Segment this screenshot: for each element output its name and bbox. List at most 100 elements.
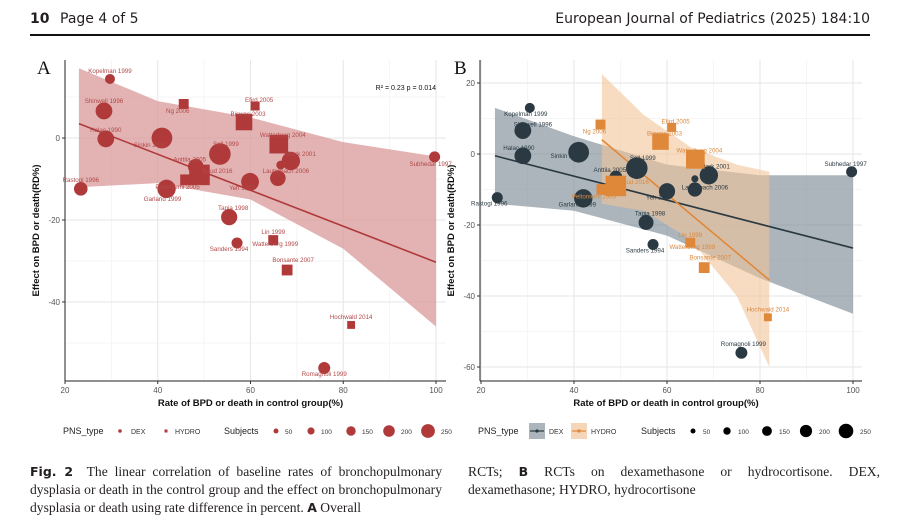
figure-caption-right: RCTs; B RCTs on dexamethasone or hydroco…	[468, 463, 880, 499]
page-number: 10	[30, 11, 50, 27]
r-squared-annotation: R² = 0.23 p = 0.014	[376, 85, 436, 92]
data-label: Anttila 2005	[594, 167, 627, 174]
page-count: Page 4 of 5	[60, 11, 139, 27]
legend-size-label: 250	[441, 429, 452, 436]
journal-citation: European Journal of Pediatrics (2025) 18…	[555, 11, 870, 27]
data-label: Garland 1999	[559, 201, 597, 208]
data-label: Sell 1999	[630, 155, 656, 162]
data-point-square	[347, 321, 356, 329]
data-point	[846, 166, 858, 178]
data-label: Yeh 1997	[646, 194, 672, 201]
data-label: Tapia 1998	[218, 205, 249, 212]
data-point-square	[596, 184, 608, 195]
data-point	[491, 192, 503, 204]
panel-a: A 20 40 60 80 100 0 -20 -40 Rate of BPD or death…	[31, 58, 452, 438]
legend-dex-point	[535, 429, 539, 433]
data-label: Romagnoli 1999	[302, 371, 348, 378]
data-point-square	[605, 175, 627, 197]
y-tick-label: -60	[463, 363, 475, 372]
data-point	[638, 215, 654, 230]
data-label: Baud 2016	[203, 168, 233, 175]
data-label: Ng 2006	[166, 108, 190, 115]
data-point	[97, 130, 115, 148]
data-label: Yeh 1997	[229, 185, 255, 192]
data-point	[735, 346, 748, 359]
data-label: Kopelman 1999	[504, 111, 548, 118]
legend-hydro-key	[164, 429, 168, 433]
data-point-square	[235, 113, 253, 131]
data-point	[514, 122, 532, 139]
x-tick-label: 100	[846, 386, 860, 395]
data-point-square	[685, 237, 696, 248]
x-tick-label: 80	[756, 386, 765, 395]
x-tick-label: 60	[663, 386, 672, 395]
panel-a-plot: 20 40 60 80 100 0 -20 -40 Rate of BPD or death i…	[31, 60, 452, 409]
data-label: Subhedar 1997	[824, 161, 867, 168]
data-point-square	[268, 235, 279, 246]
legend-size-key	[799, 424, 813, 438]
figure-2: A 20 40 60 80 100 0 -20 -40 Rate of BPD or death…	[31, 58, 871, 439]
data-point	[241, 172, 259, 191]
data-point	[231, 237, 243, 249]
data-label: Watterberg 1999	[252, 241, 298, 248]
legend-size-key	[421, 424, 435, 438]
legend-hydro-label: HYDRO	[591, 429, 617, 436]
legend-size-label: 50	[285, 429, 293, 436]
caption-tail: Overall	[320, 500, 362, 515]
panel-b-plot: 20 40 60 80 100 20 0 -20 -40 -60 Rate of BPD or de…	[446, 60, 867, 409]
legend-size-label: 250	[860, 429, 871, 436]
y-tick-label: -20	[463, 221, 475, 230]
x-tick-label: 60	[246, 386, 255, 395]
data-point-square	[652, 133, 669, 150]
data-point	[574, 189, 593, 208]
data-label: Shinwell 1996	[85, 98, 124, 105]
legend-size-key	[346, 426, 356, 436]
data-label: Romagnoli 1999	[721, 341, 767, 348]
legend-size-key	[690, 428, 696, 434]
legend-dex-key	[118, 429, 122, 433]
data-point	[429, 151, 441, 163]
legend-size-title: Subjects	[641, 426, 676, 436]
data-point	[221, 209, 238, 226]
legend-dex-label: DEX	[549, 429, 564, 436]
data-point-square	[667, 122, 677, 132]
data-label: Halac 1990	[90, 127, 122, 134]
data-point-square	[180, 174, 191, 186]
legend-type-title: PNS_type	[478, 426, 519, 436]
legend-size-label: 100	[321, 429, 332, 436]
legend-size-title: Subjects	[224, 426, 259, 436]
data-point	[151, 127, 173, 149]
data-label: Peltoniemi 2005	[155, 184, 200, 191]
data-point	[647, 239, 659, 251]
data-label: Baud 2016	[619, 179, 649, 186]
data-label: Anttila 2005	[173, 157, 206, 164]
y-tick-label: 0	[471, 150, 476, 159]
data-point	[95, 102, 113, 120]
data-label: Biswas 2003	[647, 131, 683, 138]
data-label: Ng 2006	[583, 129, 607, 136]
data-label: Kopelman 1999	[88, 68, 132, 75]
legend-size-key	[383, 425, 395, 437]
y-axis-title: Effect on BPD or death(RD%)	[31, 165, 42, 297]
data-label: Watterberg 1999	[669, 244, 715, 251]
data-point	[568, 141, 590, 163]
data-point	[270, 170, 286, 186]
data-point	[524, 102, 535, 113]
x-axis-title: Rate of BPD or death in control group(%)	[573, 398, 758, 409]
data-label: Efird 2005	[245, 97, 274, 104]
data-label: Halac 1990	[503, 145, 535, 152]
page-header: 10 Page 4 of 5 European Journal of Pedia…	[30, 10, 870, 36]
y-tick-label: 0	[56, 134, 61, 143]
data-label: Bonsante 2007	[689, 255, 731, 262]
y-tick-label: 20	[466, 79, 475, 88]
legend-size-key	[723, 427, 731, 435]
data-point	[276, 160, 286, 170]
legend-dex-label: DEX	[131, 429, 146, 436]
data-label: Garland 1999	[144, 196, 182, 203]
data-label: Sinkin 2000	[550, 153, 583, 160]
y-tick-label: -20	[48, 216, 60, 225]
y-tick-label: -40	[463, 292, 475, 301]
caption-panel-a-ref: A	[307, 500, 317, 515]
panel-a-letter: A	[37, 58, 51, 79]
